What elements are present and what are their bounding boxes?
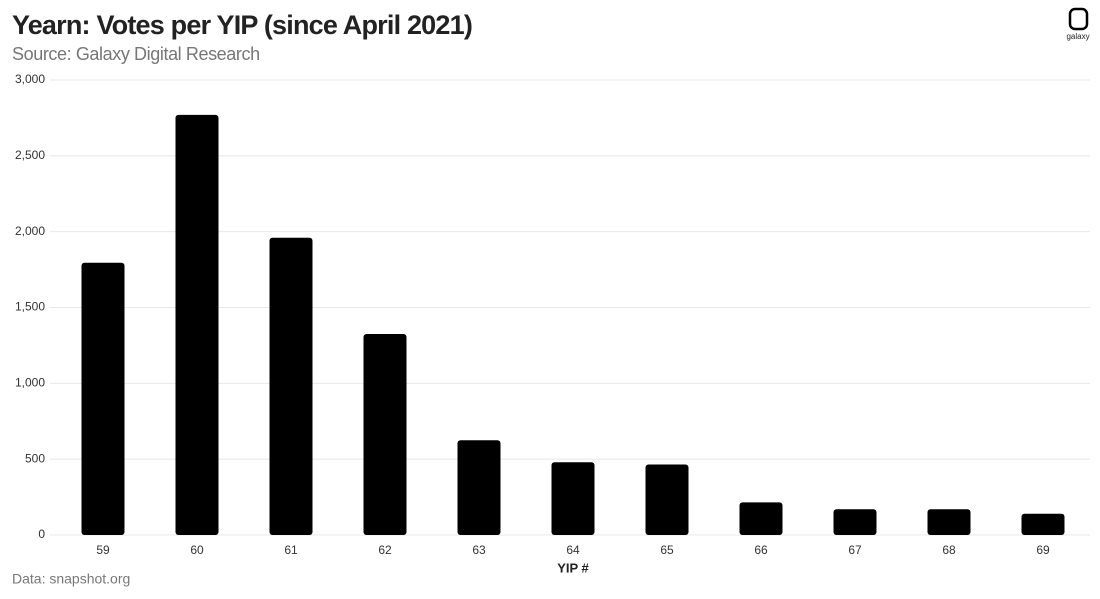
bar	[457, 440, 501, 535]
chart-title: Yearn: Votes per YIP (since April 2021)	[12, 10, 472, 40]
x-tick-label: 60	[190, 543, 204, 557]
bar	[363, 334, 407, 535]
y-tick-label: 1,500	[15, 300, 45, 314]
y-tick-label: 2,000	[15, 224, 45, 238]
bar	[739, 502, 783, 535]
x-tick-label: 66	[754, 543, 768, 557]
x-tick-label: 63	[472, 543, 486, 557]
logo-text: galaxy	[1066, 32, 1089, 41]
logo-icon	[1068, 7, 1089, 31]
x-tick-label: 67	[848, 543, 862, 557]
x-axis-label: YIP #	[557, 560, 589, 575]
x-tick-label: 61	[284, 543, 298, 557]
chart-subtitle: Source: Galaxy Digital Research	[12, 44, 260, 64]
y-tick-label: 500	[25, 451, 45, 465]
source-note: Data: snapshot.org	[12, 571, 130, 587]
y-tick-label: 2,500	[15, 148, 45, 162]
y-tick-label: 3,000	[15, 72, 45, 86]
bar	[1021, 513, 1065, 535]
x-tick-label: 68	[942, 543, 956, 557]
x-tick-label: 59	[96, 543, 110, 557]
x-tick-label: 62	[378, 543, 392, 557]
x-tick-label: 65	[660, 543, 674, 557]
x-tick-label: 69	[1036, 543, 1050, 557]
bar	[833, 509, 877, 535]
x-tick-label: 64	[566, 543, 580, 557]
bar	[175, 114, 219, 535]
bar	[81, 262, 125, 535]
y-tick-label: 1,000	[15, 376, 45, 390]
bar	[551, 462, 595, 535]
y-tick-label: 0	[38, 527, 45, 541]
bar	[645, 464, 689, 535]
bar	[269, 237, 313, 535]
bar	[927, 509, 971, 535]
